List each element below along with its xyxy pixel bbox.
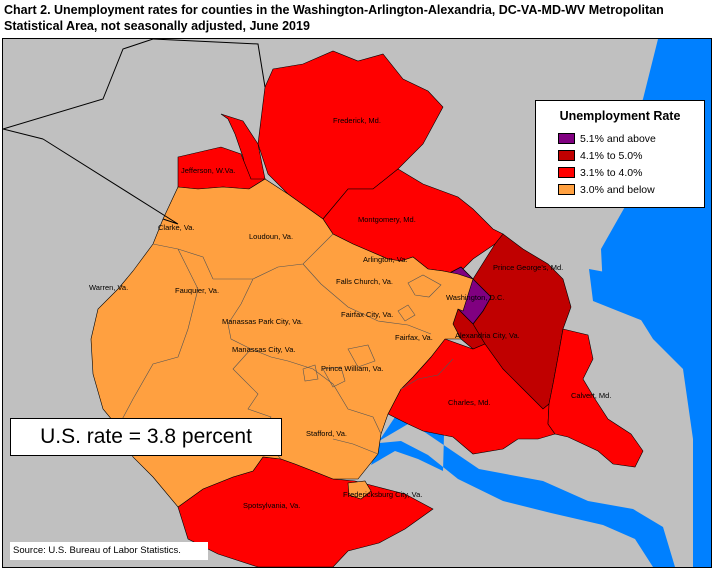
legend-item-purple: 5.1% and above <box>558 132 656 146</box>
legend-title: Unemployment Rate <box>559 109 681 123</box>
legend-item-orange: 3.0% and below <box>558 183 655 197</box>
label-clarke: Clarke, Va. <box>158 223 195 232</box>
legend-swatch-purple <box>558 132 575 144</box>
label-manassas-park: Manassas Park City, Va. <box>222 317 303 326</box>
label-warren: Warren, Va. <box>89 283 128 292</box>
label-fairfax: Fairfax, Va. <box>395 333 433 342</box>
label-calvert: Calvert, Md. <box>571 391 611 400</box>
label-fauquier: Fauquier, Va. <box>175 286 219 295</box>
legend-swatch-orange <box>558 183 575 195</box>
county-frederick <box>257 50 444 220</box>
label-falls-church: Falls Church, Va. <box>336 277 393 286</box>
county-fredericksburg <box>347 480 372 500</box>
label-fredericksburg: Fredericksburg City, Va. <box>343 490 422 499</box>
legend-item-darkred: 4.1% to 5.0% <box>558 149 642 163</box>
legend-item-red: 3.1% to 4.0% <box>558 166 642 180</box>
legend-label: 5.1% and above <box>580 133 656 145</box>
water-potomac-river <box>371 379 675 567</box>
label-montgomery: Montgomery, Md. <box>358 215 416 224</box>
label-stafford: Stafford, Va. <box>306 429 347 438</box>
label-prince-william: Prince William, Va. <box>321 364 383 373</box>
label-arlington: Arlington, Va. <box>363 255 407 264</box>
chart-title: Chart 2. Unemployment rates for counties… <box>4 3 664 33</box>
water-bay-arm <box>589 269 665 324</box>
source-note: Source: U.S. Bureau of Labor Statistics. <box>10 542 208 560</box>
label-manassas-city: Manassas City, Va. <box>232 345 296 354</box>
state-boundary-line <box>3 39 179 225</box>
legend-label: 3.1% to 4.0% <box>580 167 643 179</box>
label-frederick: Frederick, Md. <box>333 116 381 125</box>
label-alexandria: Alexandria City, Va. <box>455 331 520 340</box>
legend-swatch-red <box>558 166 575 178</box>
label-spotsylvania: Spotsylvania, Va. <box>243 501 300 510</box>
us-rate-box: U.S. rate = 3.8 percent <box>10 418 282 456</box>
label-dc: Washington, D.C. <box>446 293 505 302</box>
label-loudoun: Loudoun, Va. <box>249 232 293 241</box>
legend-label: 4.1% to 5.0% <box>580 150 643 162</box>
legend-swatch-darkred <box>558 149 575 161</box>
county-calvert <box>547 328 644 468</box>
label-jefferson: Jefferson, W.Va. <box>181 166 235 175</box>
water-small-inlet <box>693 337 711 369</box>
state-boundary-line-west <box>152 39 266 88</box>
legend-label: 3.0% and below <box>580 184 655 196</box>
label-charles: Charles, Md. <box>448 398 491 407</box>
label-prince-georges: Prince George's, Md. <box>493 263 563 272</box>
county-boundaries <box>117 233 454 460</box>
label-fairfax-city: Fairfax City, Va. <box>341 310 393 319</box>
legend: Unemployment Rate 5.1% and above 4.1% to… <box>535 100 705 208</box>
